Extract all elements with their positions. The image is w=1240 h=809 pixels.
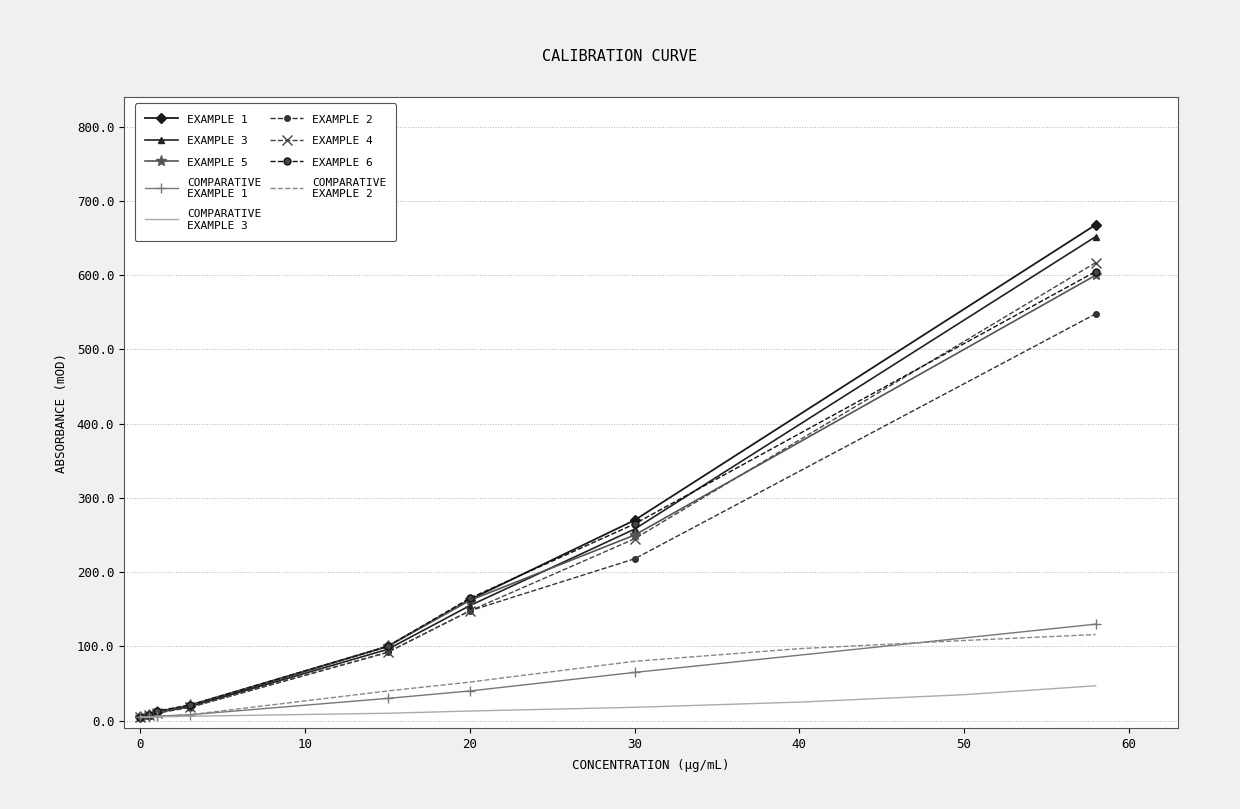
Line: COMPARATIVE
EXAMPLE 2: COMPARATIVE EXAMPLE 2 <box>140 634 1096 717</box>
EXAMPLE 4 <box>379 647 394 657</box>
EXAMPLE 6 <box>133 712 148 722</box>
EXAMPLE 5 <box>379 642 394 651</box>
COMPARATIVE
EXAMPLE 1 <box>182 709 197 719</box>
Line: EXAMPLE 1: EXAMPLE 1 <box>136 222 1099 721</box>
COMPARATIVE
EXAMPLE 1 <box>133 712 148 722</box>
EXAMPLE 4 <box>133 712 148 722</box>
Text: CALIBRATION CURVE: CALIBRATION CURVE <box>542 49 698 64</box>
EXAMPLE 1 <box>1089 220 1104 230</box>
EXAMPLE 2 <box>379 647 394 657</box>
COMPARATIVE
EXAMPLE 2 <box>1089 629 1104 639</box>
COMPARATIVE
EXAMPLE 3 <box>133 712 148 722</box>
EXAMPLE 2 <box>182 702 197 712</box>
COMPARATIVE
EXAMPLE 3 <box>956 690 971 700</box>
EXAMPLE 4 <box>150 708 165 718</box>
EXAMPLE 3 <box>1089 232 1104 242</box>
COMPARATIVE
EXAMPLE 3 <box>463 706 477 716</box>
EXAMPLE 3 <box>133 712 148 722</box>
Y-axis label: ABSORBANCE (mOD): ABSORBANCE (mOD) <box>56 353 68 472</box>
EXAMPLE 6 <box>1089 267 1104 277</box>
EXAMPLE 6 <box>141 709 156 719</box>
EXAMPLE 1 <box>627 515 642 525</box>
EXAMPLE 4 <box>182 702 197 712</box>
COMPARATIVE
EXAMPLE 1 <box>463 686 477 696</box>
COMPARATIVE
EXAMPLE 2 <box>150 711 165 721</box>
COMPARATIVE
EXAMPLE 1 <box>1089 620 1104 629</box>
EXAMPLE 1 <box>379 642 394 651</box>
EXAMPLE 4 <box>463 606 477 616</box>
COMPARATIVE
EXAMPLE 1 <box>141 712 156 722</box>
EXAMPLE 2 <box>133 712 148 722</box>
COMPARATIVE
EXAMPLE 2 <box>627 656 642 666</box>
COMPARATIVE
EXAMPLE 1 <box>150 711 165 721</box>
EXAMPLE 2 <box>463 606 477 616</box>
COMPARATIVE
EXAMPLE 3 <box>792 697 807 707</box>
EXAMPLE 6 <box>627 519 642 529</box>
COMPARATIVE
EXAMPLE 3 <box>1089 681 1104 691</box>
EXAMPLE 5 <box>141 709 156 719</box>
EXAMPLE 3 <box>141 710 156 720</box>
EXAMPLE 5 <box>627 530 642 540</box>
EXAMPLE 2 <box>141 710 156 720</box>
COMPARATIVE
EXAMPLE 2 <box>792 644 807 654</box>
EXAMPLE 5 <box>463 595 477 605</box>
COMPARATIVE
EXAMPLE 3 <box>182 711 197 721</box>
EXAMPLE 5 <box>182 701 197 710</box>
EXAMPLE 5 <box>150 707 165 717</box>
COMPARATIVE
EXAMPLE 1 <box>627 667 642 677</box>
Line: EXAMPLE 5: EXAMPLE 5 <box>135 269 1101 722</box>
EXAMPLE 6 <box>463 593 477 603</box>
COMPARATIVE
EXAMPLE 3 <box>627 702 642 712</box>
EXAMPLE 3 <box>182 701 197 711</box>
EXAMPLE 5 <box>133 712 148 722</box>
EXAMPLE 1 <box>182 701 197 710</box>
Legend: EXAMPLE 1, EXAMPLE 3, EXAMPLE 5, COMPARATIVE
EXAMPLE 1, COMPARATIVE
EXAMPLE 3, E: EXAMPLE 1, EXAMPLE 3, EXAMPLE 5, COMPARA… <box>134 104 397 241</box>
Line: EXAMPLE 2: EXAMPLE 2 <box>138 311 1099 720</box>
EXAMPLE 1 <box>150 707 165 717</box>
COMPARATIVE
EXAMPLE 2 <box>141 712 156 722</box>
EXAMPLE 3 <box>150 708 165 718</box>
EXAMPLE 2 <box>627 554 642 564</box>
COMPARATIVE
EXAMPLE 3 <box>141 712 156 722</box>
EXAMPLE 2 <box>150 709 165 718</box>
COMPARATIVE
EXAMPLE 1 <box>379 693 394 703</box>
EXAMPLE 6 <box>379 642 394 651</box>
EXAMPLE 1 <box>133 712 148 722</box>
EXAMPLE 6 <box>150 706 165 716</box>
COMPARATIVE
EXAMPLE 2 <box>133 712 148 722</box>
COMPARATIVE
EXAMPLE 2 <box>956 636 971 646</box>
EXAMPLE 2 <box>1089 309 1104 319</box>
EXAMPLE 4 <box>627 534 642 544</box>
EXAMPLE 5 <box>1089 270 1104 280</box>
Line: EXAMPLE 6: EXAMPLE 6 <box>136 268 1099 721</box>
EXAMPLE 6 <box>182 701 197 710</box>
EXAMPLE 4 <box>1089 258 1104 268</box>
Line: COMPARATIVE
EXAMPLE 1: COMPARATIVE EXAMPLE 1 <box>135 620 1101 722</box>
EXAMPLE 3 <box>463 601 477 611</box>
EXAMPLE 3 <box>379 645 394 654</box>
EXAMPLE 1 <box>463 595 477 604</box>
EXAMPLE 3 <box>627 524 642 534</box>
EXAMPLE 4 <box>141 710 156 720</box>
Line: EXAMPLE 3: EXAMPLE 3 <box>136 233 1099 721</box>
Line: EXAMPLE 4: EXAMPLE 4 <box>135 258 1101 722</box>
COMPARATIVE
EXAMPLE 2 <box>379 686 394 696</box>
COMPARATIVE
EXAMPLE 2 <box>463 677 477 687</box>
COMPARATIVE
EXAMPLE 3 <box>150 712 165 722</box>
COMPARATIVE
EXAMPLE 2 <box>182 709 197 719</box>
X-axis label: CONCENTRATION (μg/mL): CONCENTRATION (μg/mL) <box>572 759 730 772</box>
Line: COMPARATIVE
EXAMPLE 3: COMPARATIVE EXAMPLE 3 <box>140 686 1096 717</box>
EXAMPLE 1 <box>141 709 156 719</box>
COMPARATIVE
EXAMPLE 3 <box>379 709 394 718</box>
